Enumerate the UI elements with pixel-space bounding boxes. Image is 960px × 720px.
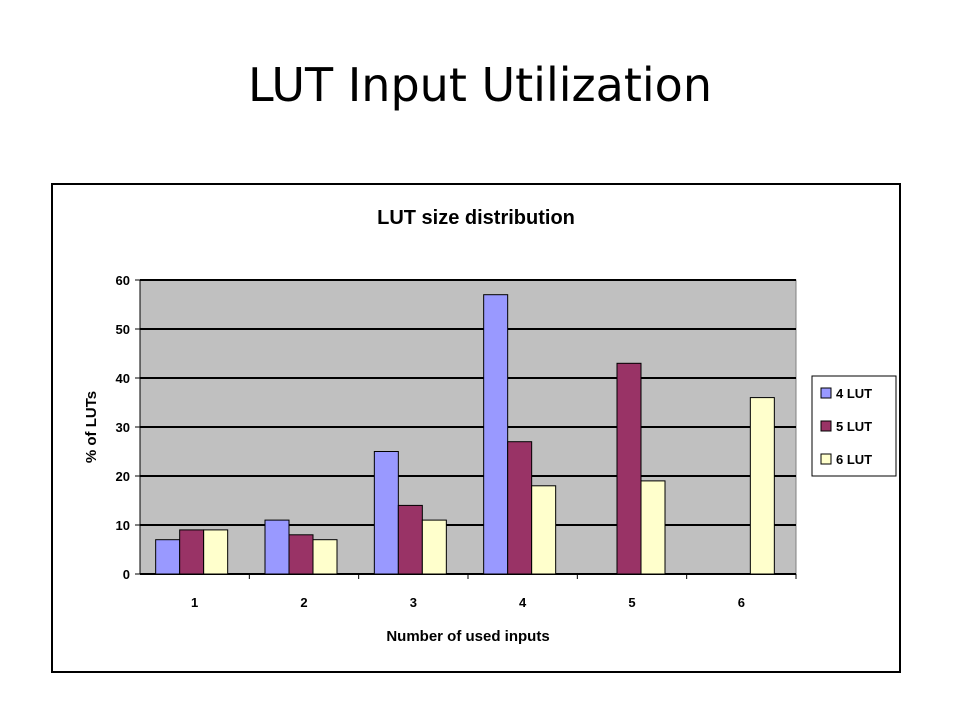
legend-swatch [820, 453, 832, 465]
legend-label: 4 LUT [836, 386, 872, 401]
bar-6-lut-5 [640, 480, 666, 575]
slide-title: LUT Input Utilization [248, 58, 712, 112]
y-tick-label: 0 [123, 567, 130, 582]
legend-label: 5 LUT [836, 419, 872, 434]
y-tick-label: 30 [116, 420, 130, 435]
bar-4-lut-2 [264, 519, 290, 575]
legend: 4 LUT 5 LUT 6 LUT [811, 375, 897, 477]
bar-5-lut-1 [179, 529, 205, 575]
y-tick-label: 50 [116, 322, 130, 337]
bar-6-lut-4 [531, 485, 557, 575]
bar-5-lut-4 [507, 441, 533, 575]
x-tick-label: 3 [410, 595, 417, 610]
bar-4-lut-3 [373, 451, 399, 575]
x-axis-title: Number of used inputs [386, 628, 549, 645]
legend-swatch [820, 420, 832, 432]
bars [155, 294, 775, 575]
bar-4-lut-4 [483, 294, 509, 575]
bar-5-lut-5 [616, 362, 642, 575]
bar-6-lut-6 [749, 397, 775, 575]
x-tick-label: 4 [519, 595, 527, 610]
y-tick-label: 40 [116, 371, 130, 386]
bar-6-lut-1 [203, 529, 229, 575]
x-tick-labels: 1 2 3 4 5 6 [191, 574, 797, 610]
bar-5-lut-2 [288, 534, 314, 575]
bar-6-lut-2 [312, 539, 338, 575]
y-axis-title: % of LUTs [83, 391, 100, 463]
bar-5-lut-3 [397, 504, 423, 575]
y-tick-label: 20 [116, 469, 130, 484]
legend-swatch [820, 387, 832, 399]
x-tick-label: 6 [738, 595, 745, 610]
x-tick-label: 1 [191, 595, 198, 610]
x-tick-label: 2 [300, 595, 307, 610]
chart-title: LUT size distribution [377, 207, 575, 229]
legend-label: 6 LUT [836, 452, 872, 467]
y-tick-label: 10 [116, 518, 130, 533]
bar-4-lut-1 [155, 539, 181, 575]
y-tick-label: 60 [116, 273, 130, 288]
x-tick-label: 5 [628, 595, 635, 610]
bar-6-lut-3 [421, 519, 447, 575]
y-tick-labels: 0 10 20 30 40 50 60 [116, 273, 130, 582]
